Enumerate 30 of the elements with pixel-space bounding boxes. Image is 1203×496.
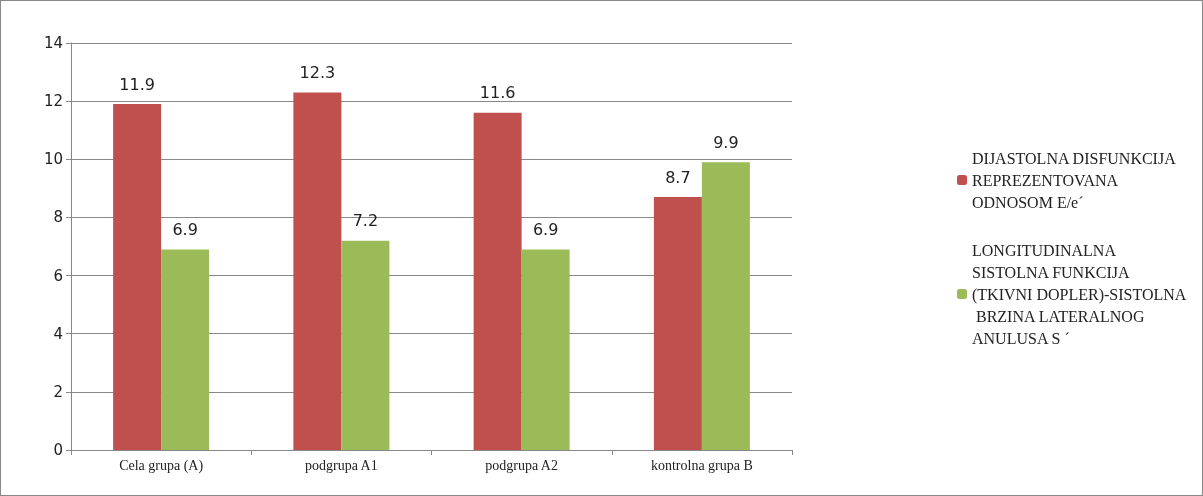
x-tick-label: podgrupa A2 bbox=[485, 457, 558, 473]
data-label: 7.2 bbox=[352, 211, 379, 231]
data-label: 8.7 bbox=[665, 167, 691, 187]
x-tick-label: Cela grupa (A) bbox=[119, 457, 204, 474]
y-tick-label: 0 bbox=[53, 441, 63, 459]
data-label: 11.9 bbox=[119, 74, 155, 94]
y-tick-label: 2 bbox=[53, 382, 63, 401]
bar bbox=[113, 104, 162, 450]
bar bbox=[701, 162, 750, 450]
y-tick-label: 4 bbox=[53, 324, 63, 343]
bar bbox=[341, 240, 390, 450]
bar bbox=[161, 249, 210, 450]
bar bbox=[521, 249, 570, 450]
x-tick-label: kontrolna grupa B bbox=[650, 457, 753, 473]
y-tick-label: 8 bbox=[53, 208, 63, 227]
legend-label: LONGITUDINALNA SISTOLNA FUNKCIJA (TKIVNI DOPLER)-SISTOLNA BRZINA LATERALNOG ANULUSA S ´ bbox=[972, 241, 1187, 347]
y-tick-label: 6 bbox=[53, 266, 63, 285]
data-label: 6.9 bbox=[172, 219, 198, 239]
bar bbox=[473, 112, 522, 450]
data-label: 6.9 bbox=[532, 219, 559, 239]
y-tick-label: 10 bbox=[43, 150, 63, 169]
bar bbox=[653, 197, 702, 450]
legend-label: DIJASTOLNA DISFUNKCIJA REPREZENTOVANA ODNOSOM E/e´ bbox=[972, 149, 1179, 211]
data-label: 12.3 bbox=[299, 62, 336, 82]
bar bbox=[293, 92, 342, 450]
data-label: 11.6 bbox=[479, 83, 516, 103]
data-label: 9.9 bbox=[713, 132, 739, 152]
y-tick-label: 14 bbox=[43, 34, 63, 52]
y-tick-label: 12 bbox=[43, 92, 63, 111]
x-tick-label: podgrupa A1 bbox=[305, 457, 378, 473]
